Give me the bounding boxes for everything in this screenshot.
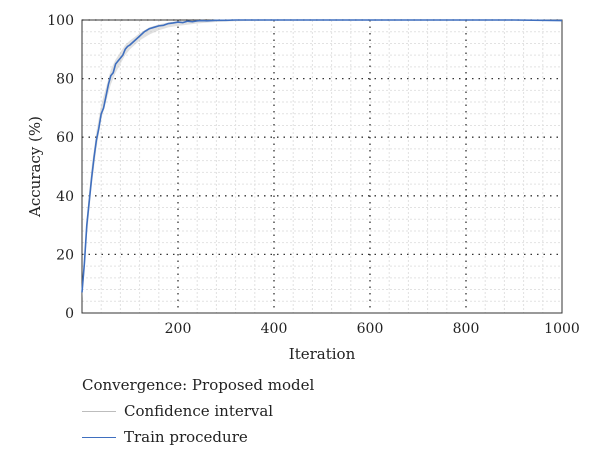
legend-swatch-confidence	[82, 410, 116, 412]
train-procedure-line	[81, 19, 563, 293]
x-tick-label: 600	[357, 321, 384, 337]
x-tick-label: 1000	[544, 321, 580, 337]
x-tick-label: 200	[165, 321, 192, 337]
x-tick-label: 400	[261, 321, 288, 337]
legend-swatch-train	[82, 436, 116, 438]
y-axis-label: Accuracy (%)	[26, 116, 44, 218]
legend-item-train: Train procedure	[82, 424, 314, 450]
y-tick-label: 20	[56, 247, 74, 263]
y-tick-label: 60	[56, 130, 74, 146]
y-tick-label: 0	[65, 306, 74, 322]
x-tick-label: 800	[453, 321, 480, 337]
confidence-interval-band	[82, 20, 562, 299]
legend-label-confidence: Confidence interval	[124, 402, 274, 420]
series-layer	[81, 19, 563, 299]
x-axis-label: Iteration	[289, 345, 356, 363]
y-tick-label: 100	[47, 13, 74, 29]
y-tick-label: 40	[56, 189, 74, 205]
minor-gridlines	[82, 20, 562, 313]
x-tick-labels: 200 400 600 800 1000	[165, 321, 580, 337]
major-gridlines	[82, 19, 562, 313]
y-tick-labels: 0 20 40 60 80 100	[47, 13, 74, 322]
plot-frame	[81, 19, 563, 314]
legend-title: Convergence: Proposed model	[82, 376, 315, 394]
legend-label-train: Train procedure	[124, 428, 248, 446]
legend: Convergence: Proposed model Confidence i…	[82, 372, 314, 450]
legend-item-confidence: Confidence interval	[82, 398, 314, 424]
y-tick-label: 80	[56, 72, 74, 88]
